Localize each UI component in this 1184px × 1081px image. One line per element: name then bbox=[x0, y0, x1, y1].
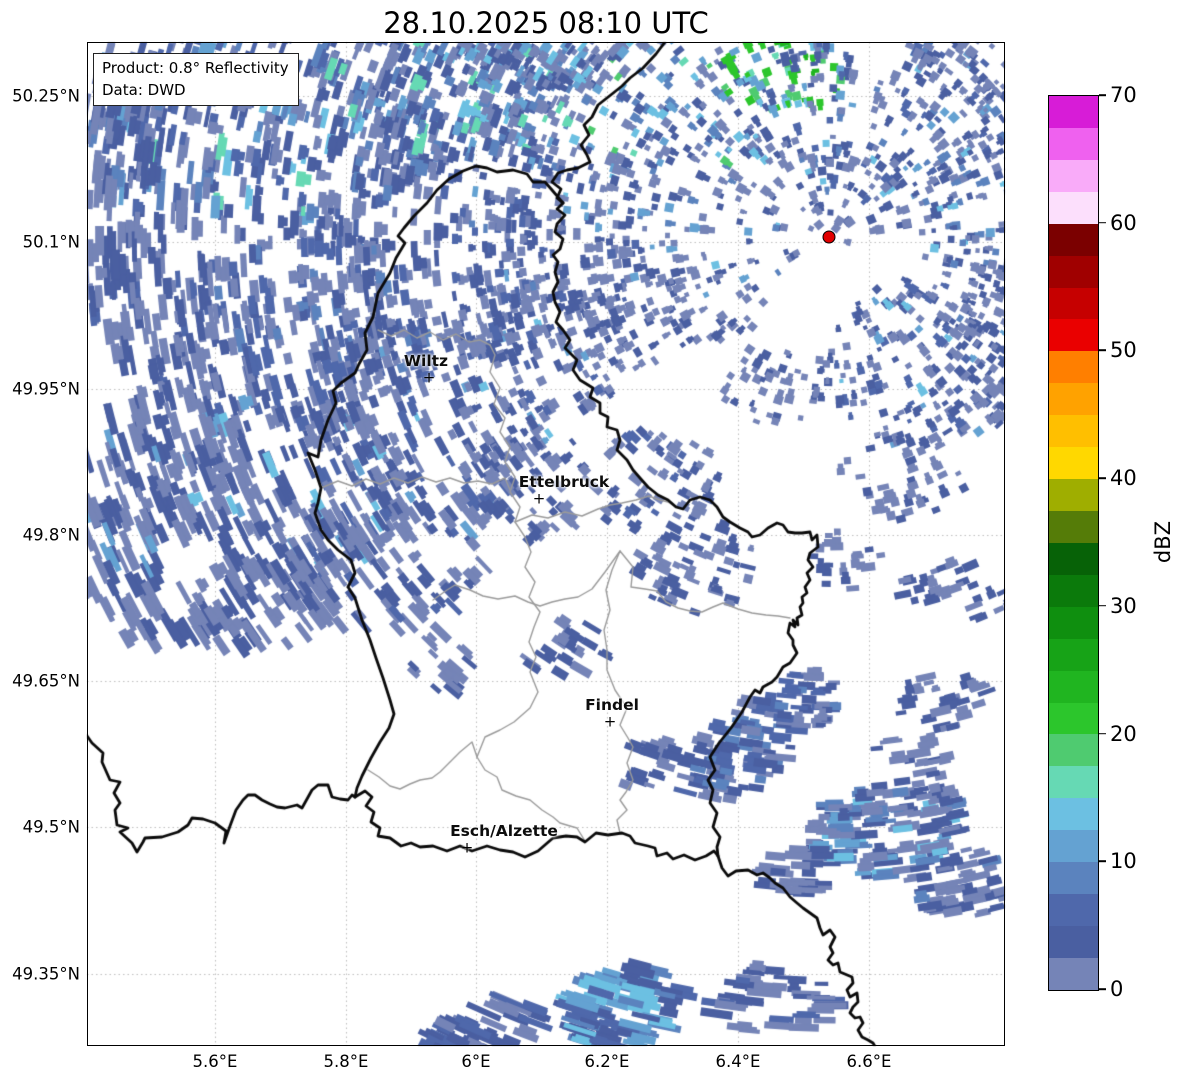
colorbar-segment bbox=[1049, 127, 1098, 160]
colorbar-segment bbox=[1049, 319, 1098, 352]
lon-tick-label: 6.4°E bbox=[715, 1052, 761, 1071]
colorbar-segment bbox=[1049, 638, 1098, 671]
colorbar-tickmark bbox=[1099, 732, 1106, 735]
colorbar-tick-label: 60 bbox=[1110, 210, 1137, 235]
colorbar-tick-label: 30 bbox=[1110, 593, 1137, 618]
colorbar-segment bbox=[1049, 830, 1098, 863]
colorbar-segment bbox=[1049, 606, 1098, 639]
city-label: Findel bbox=[585, 696, 639, 714]
colorbar-segment bbox=[1049, 766, 1098, 799]
colorbar-segment bbox=[1049, 479, 1098, 511]
colorbar-tickmark bbox=[1099, 94, 1106, 96]
data-source-line: Data: DWD bbox=[102, 81, 186, 99]
city-label: Esch/Alzette bbox=[450, 822, 558, 840]
colorbar-segment bbox=[1049, 734, 1098, 767]
colorbar-segment bbox=[1049, 798, 1098, 831]
colorbar-axis-label: dBZ bbox=[1151, 520, 1175, 564]
colorbar-tick-label: 20 bbox=[1110, 721, 1137, 746]
colorbar-segment bbox=[1049, 287, 1098, 320]
colorbar-tickmark bbox=[1099, 477, 1106, 479]
colorbar-segment bbox=[1049, 894, 1098, 926]
colorbar-tick-label: 0 bbox=[1110, 977, 1124, 1001]
colorbar-segment bbox=[1049, 255, 1098, 288]
colorbar-segment bbox=[1049, 670, 1098, 703]
product-info-box: Product: 0.8° Reflectivity Data: DWD bbox=[93, 53, 299, 106]
city-plus-marker: + bbox=[460, 838, 474, 857]
colorbar-segment bbox=[1049, 351, 1098, 384]
lat-tick-label: 49.65°N bbox=[12, 671, 80, 691]
colorbar-segment bbox=[1049, 574, 1098, 607]
colorbar-segment bbox=[1049, 223, 1098, 256]
radar-site-marker bbox=[822, 230, 836, 244]
city-label: Wiltz bbox=[403, 352, 449, 370]
colorbar-tick-label: 40 bbox=[1110, 466, 1137, 491]
lon-tick-label: 5.8°E bbox=[323, 1052, 369, 1071]
colorbar-segment bbox=[1049, 447, 1098, 480]
colorbar-segment bbox=[1049, 925, 1098, 958]
lat-tick-label: 49.5°N bbox=[22, 817, 80, 837]
lat-tick-label: 50.25°N bbox=[12, 86, 80, 106]
city-plus-marker: + bbox=[603, 712, 617, 731]
city-label: Ettelbruck bbox=[518, 473, 610, 491]
city-plus-marker: + bbox=[422, 368, 436, 387]
colorbar-segment bbox=[1049, 542, 1098, 575]
colorbar-tickmark bbox=[1099, 221, 1106, 224]
colorbar-segment bbox=[1049, 510, 1098, 543]
colorbar-tick-label: 70 bbox=[1110, 83, 1137, 107]
colorbar-segment bbox=[1049, 191, 1098, 224]
colorbar-segment bbox=[1049, 415, 1098, 448]
colorbar-segment bbox=[1049, 159, 1098, 192]
city-plus-marker: + bbox=[532, 489, 546, 508]
page-title: 28.10.2025 08:10 UTC bbox=[383, 6, 709, 40]
lat-tick-label: 49.35°N bbox=[12, 964, 80, 984]
lon-tick-label: 6°E bbox=[461, 1052, 491, 1071]
colorbar-segment bbox=[1049, 862, 1098, 895]
colorbar-segment bbox=[1049, 96, 1098, 128]
colorbar-segment bbox=[1049, 383, 1098, 416]
lon-tick-label: 6.2°E bbox=[584, 1052, 630, 1071]
colorbar-tickmark bbox=[1099, 605, 1106, 607]
colorbar-tickmark bbox=[1099, 349, 1106, 352]
colorbar-segment bbox=[1049, 702, 1098, 735]
lon-tick-label: 5.6°E bbox=[192, 1052, 238, 1071]
lat-tick-label: 49.95°N bbox=[12, 379, 80, 399]
colorbar-tickmark bbox=[1099, 988, 1106, 990]
lon-tick-label: 6.6°E bbox=[846, 1052, 892, 1071]
colorbar-tickmark bbox=[1099, 860, 1106, 863]
lat-tick-label: 50.1°N bbox=[22, 232, 80, 252]
product-info-line: Product: 0.8° Reflectivity bbox=[102, 59, 289, 77]
colorbar-tick-label: 10 bbox=[1110, 849, 1137, 874]
lat-tick-label: 49.8°N bbox=[22, 525, 80, 545]
colorbar-tick-label: 50 bbox=[1110, 338, 1137, 363]
colorbar-segment bbox=[1049, 957, 1098, 990]
colorbar bbox=[1048, 95, 1099, 991]
